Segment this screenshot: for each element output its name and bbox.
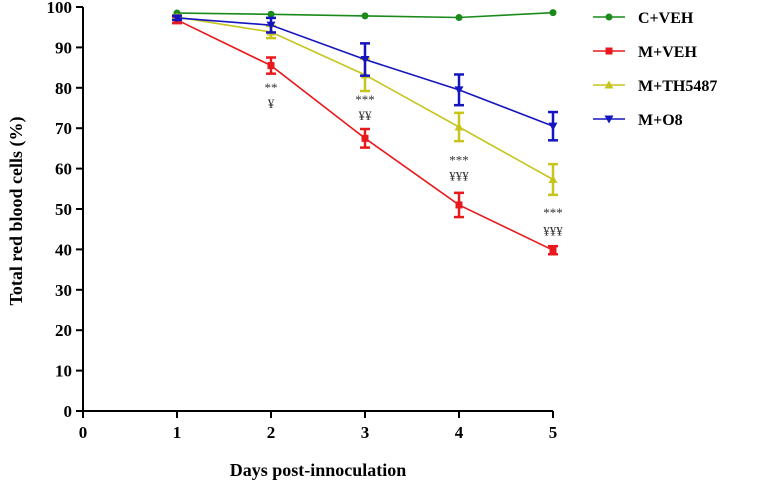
- data-point: [455, 14, 463, 22]
- significance-annotation: ¥¥¥: [449, 169, 469, 184]
- legend-label: C+VEH: [638, 10, 694, 27]
- legend-label: M+TH5487: [638, 78, 717, 95]
- y-tick-label: 40: [55, 240, 72, 259]
- legend-item: C+VEH: [593, 10, 694, 27]
- x-tick-label: 1: [173, 423, 182, 442]
- legend-marker: [604, 115, 614, 124]
- y-tick-label: 80: [55, 79, 72, 98]
- series-layer: [172, 9, 558, 256]
- y-tick-label: 50: [55, 200, 72, 219]
- data-point: [454, 122, 464, 131]
- data-point: [361, 134, 369, 142]
- y-axis-title: Total red blood cells (%): [6, 116, 27, 305]
- annotations: **¥ ***¥¥***¥¥¥***¥¥¥: [265, 80, 564, 238]
- y-tick-label: 20: [55, 321, 72, 340]
- significance-annotation: ***: [449, 153, 469, 168]
- legend-marker: [604, 80, 614, 89]
- data-point: [549, 246, 557, 254]
- data-point: [267, 10, 275, 18]
- data-point: [172, 14, 182, 23]
- legend: C+VEH M+VEH M+TH5487 M+O8: [593, 10, 717, 129]
- x-tick-label: 0: [79, 423, 88, 442]
- y-tick-label: 70: [55, 119, 72, 138]
- legend-marker: [605, 13, 613, 21]
- legend-label: M+O8: [638, 112, 683, 129]
- data-point: [267, 62, 275, 70]
- data-point: [361, 12, 369, 20]
- legend-item: M+TH5487: [593, 78, 717, 95]
- significance-annotation: ¥: [268, 96, 275, 111]
- significance-annotation: **: [265, 80, 278, 95]
- data-point: [549, 9, 557, 17]
- data-point: [266, 21, 276, 30]
- legend-item: M+O8: [593, 112, 683, 129]
- x-tick-label: 4: [455, 423, 464, 442]
- significance-annotation: ***: [355, 92, 375, 107]
- y-tick-label: 0: [64, 402, 73, 421]
- x-tick-label: 2: [267, 423, 276, 442]
- significance-annotation: ***: [543, 205, 563, 220]
- x-tick-label: 5: [549, 423, 558, 442]
- data-point: [548, 122, 558, 131]
- significance-annotation: ¥¥¥: [543, 223, 563, 238]
- y-tick-label: 30: [55, 281, 72, 300]
- data-point: [454, 86, 464, 95]
- significance-annotation: ¥¥: [359, 108, 373, 123]
- series-c-veh: [173, 9, 557, 22]
- series-m-o8: [172, 14, 558, 142]
- legend-label: M+VEH: [638, 44, 697, 61]
- legend-item: M+VEH: [593, 44, 697, 61]
- y-tick-label: 10: [55, 362, 72, 381]
- data-point: [455, 201, 463, 209]
- y-tick-label: 60: [55, 160, 72, 179]
- x-tick-label: 3: [361, 423, 370, 442]
- data-point: [548, 175, 558, 184]
- legend-marker: [605, 47, 613, 55]
- y-tick-label: 100: [47, 0, 73, 17]
- y-tick-label: 90: [55, 38, 72, 57]
- data-point: [360, 56, 370, 65]
- x-axis-title: Days post-innoculation: [230, 460, 407, 480]
